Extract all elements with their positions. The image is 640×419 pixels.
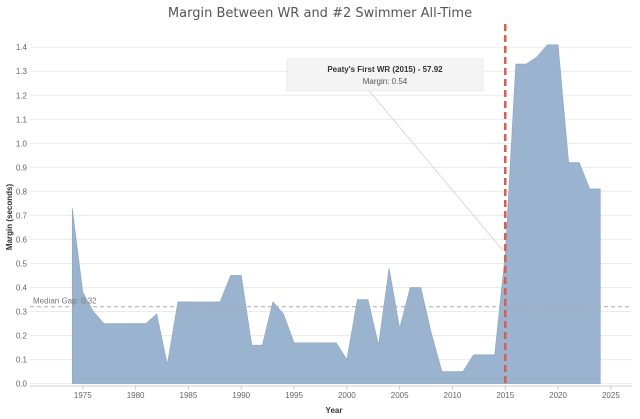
y-tick-label: 1.1 xyxy=(16,115,28,124)
x-tick-label: 1980 xyxy=(127,391,145,400)
area-layer xyxy=(71,44,601,384)
x-tick-label: 2000 xyxy=(338,391,356,400)
y-tick-label: 0.7 xyxy=(16,211,28,220)
y-tick-label: 1.0 xyxy=(16,139,28,148)
y-tick-label: 0.0 xyxy=(16,380,28,389)
x-tick-label: 1990 xyxy=(232,391,250,400)
y-tick-label: 0.1 xyxy=(16,356,28,365)
x-tick-label: 1985 xyxy=(180,391,198,400)
annotation-leader xyxy=(369,90,504,252)
x-tick-labels: 1975 1980 1985 1990 1995 2000 2005 2010 2015 2020… xyxy=(74,386,620,400)
annotation: Peaty's First WR (2015) - 57.92 Margin: 0… xyxy=(286,58,504,252)
annotation-box xyxy=(286,58,484,92)
y-axis-label: Margin (seconds) xyxy=(5,184,14,251)
y-tick-label: 1.2 xyxy=(16,91,28,100)
chart-title: Margin Between WR and #2 Swimmer All-Tim… xyxy=(168,6,472,21)
y-tick-label: 0.9 xyxy=(16,163,28,172)
median-label: Median Gap: 0.32 xyxy=(33,297,97,306)
x-axis-label: Year xyxy=(326,406,343,415)
y-tick-label: 0.8 xyxy=(16,187,28,196)
x-tick-label: 2025 xyxy=(602,391,620,400)
x-tick-label: 2015 xyxy=(496,391,514,400)
reference-lines: Median Gap: 0.32 xyxy=(30,24,632,386)
y-tick-label: 0.2 xyxy=(16,332,28,341)
y-tick-labels: 0.0 0.1 0.2 0.3 0.4 0.5 0.6 0.7 0.8 0.9 1.0 1.1 1.2 1… xyxy=(16,43,28,388)
y-tick-label: 0.4 xyxy=(16,283,28,292)
y-tick-label: 0.5 xyxy=(16,259,28,268)
x-tick-label: 2020 xyxy=(549,391,567,400)
y-tick-label: 0.3 xyxy=(16,308,28,317)
annotation-subtitle: Margin: 0.54 xyxy=(363,77,408,86)
y-tick-label: 1.4 xyxy=(16,43,28,52)
y-tick-label: 0.6 xyxy=(16,235,28,244)
x-tick-label: 2005 xyxy=(391,391,409,400)
annotation-title: Peaty's First WR (2015) - 57.92 xyxy=(327,65,443,74)
y-tick-label: 1.3 xyxy=(16,67,28,76)
x-tick-label: 1995 xyxy=(285,391,303,400)
area-series xyxy=(71,44,601,384)
x-tick-label: 2010 xyxy=(444,391,462,400)
x-tick-label: 1975 xyxy=(74,391,92,400)
